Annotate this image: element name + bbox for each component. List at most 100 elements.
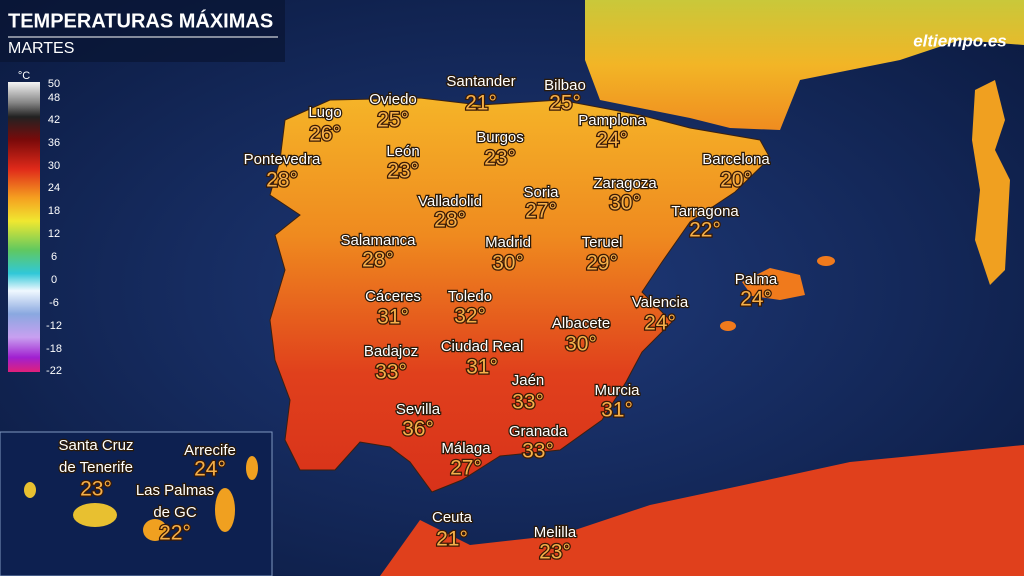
city-temp: 28° <box>266 169 298 192</box>
city-temp: 36° <box>402 418 434 441</box>
city-name: Jaén <box>512 372 545 389</box>
city-name: Toledo <box>448 288 492 305</box>
city-name: Arrecife <box>184 442 236 459</box>
city-temp: 25° <box>549 92 581 115</box>
city-name: Ceuta <box>432 509 473 526</box>
city-temp: 25° <box>377 109 409 132</box>
city-name: de Tenerife <box>59 459 133 476</box>
city-name: Barcelona <box>702 151 770 168</box>
fuerteventura <box>215 488 235 532</box>
corsica-sardinia <box>972 80 1010 285</box>
city-temp: 30° <box>492 252 524 275</box>
city-name: Cáceres <box>365 288 421 305</box>
legend-unit: °C <box>18 70 30 82</box>
city-temp: 33° <box>512 391 544 414</box>
city-name: Lugo <box>308 104 341 121</box>
city-temp: 31° <box>466 356 498 379</box>
city-name: Teruel <box>582 234 623 251</box>
tenerife <box>73 503 117 527</box>
city-temp: 24° <box>740 288 772 311</box>
legend-tick-label: 24 <box>48 182 60 194</box>
city-temp: 31° <box>377 306 409 329</box>
city-name: Burgos <box>476 129 524 146</box>
city-name: Valladolid <box>418 193 482 210</box>
city-temp: 30° <box>565 333 597 356</box>
city-name: Salamanca <box>340 232 416 249</box>
city-temp: 27° <box>525 200 557 223</box>
legend-tick-label: -22 <box>46 365 62 377</box>
menorca <box>817 256 835 266</box>
city-name: Málaga <box>441 440 491 457</box>
city-temp: 23° <box>387 160 419 183</box>
iberia <box>269 97 771 493</box>
legend-tick-label: 36 <box>48 137 60 149</box>
city-name: Tarragona <box>671 203 739 220</box>
legend-tick-label: -18 <box>46 343 62 355</box>
city-temp: 22° <box>689 219 721 242</box>
title: TEMPERATURAS MÁXIMAS <box>8 9 273 32</box>
legend-tick-label: 12 <box>48 228 60 240</box>
city-temp: 23° <box>484 147 516 170</box>
city-name: Sevilla <box>396 401 441 418</box>
city-name: Santander <box>446 73 515 90</box>
city-temp: 28° <box>434 209 466 232</box>
city-temp: 20° <box>720 169 752 192</box>
legend-tick-label: -12 <box>46 320 62 332</box>
city-name: de GC <box>153 504 197 521</box>
gran-canaria <box>143 519 167 541</box>
city-temp: 21° <box>436 528 468 551</box>
city-name: Badajoz <box>364 343 418 360</box>
logo: eltiempo.es <box>913 31 1007 50</box>
city-temp: 26° <box>309 123 341 146</box>
city-name: Pontevedra <box>244 151 321 168</box>
city-temp: 27° <box>450 457 482 480</box>
city-name: Murcia <box>594 382 640 399</box>
city-temp: 24° <box>194 458 226 481</box>
city-name: Zaragoza <box>593 175 657 192</box>
legend-tick-label: 48 <box>48 92 60 104</box>
city-name: Ciudad Real <box>441 338 524 355</box>
city-temp: 29° <box>586 252 618 275</box>
city-temp: 24° <box>596 129 628 152</box>
city-temp: 24° <box>644 312 676 335</box>
city-temp: 33° <box>375 361 407 384</box>
legend-tick-label: 30 <box>48 160 60 172</box>
color-scale <box>8 82 40 372</box>
africa <box>380 445 1024 576</box>
city-temp: 30° <box>609 192 641 215</box>
mallorca <box>742 268 805 300</box>
city-temp: 22° <box>159 522 191 545</box>
city-temp: 28° <box>362 249 394 272</box>
city-name: León <box>386 143 419 160</box>
city-temp: 31° <box>601 399 633 422</box>
city-name: Oviedo <box>369 91 417 108</box>
legend-tick-label: -6 <box>49 297 59 309</box>
legend-tick-label: 50 <box>48 78 60 90</box>
ibiza <box>720 321 736 331</box>
city-temp: 23° <box>80 478 112 501</box>
city-name: Albacete <box>552 315 610 332</box>
legend-tick-label: 42 <box>48 114 60 126</box>
subtitle: MARTES <box>8 40 74 57</box>
city-name: Santa Cruz <box>58 437 133 454</box>
city-name: Bilbao <box>544 77 586 94</box>
la-palma <box>24 482 36 498</box>
france <box>585 0 1024 130</box>
lanzarote <box>246 456 258 480</box>
city-name: Soria <box>523 184 559 201</box>
city-temp: 32° <box>454 305 486 328</box>
legend-tick-label: 0 <box>51 274 57 286</box>
city-name: Palma <box>735 271 778 288</box>
title-panel <box>0 0 285 62</box>
city-temp: 33° <box>522 440 554 463</box>
city-name: Granada <box>509 423 568 440</box>
city-temp: 23° <box>539 541 571 564</box>
city-name: Madrid <box>485 234 531 251</box>
city-name: Melilla <box>534 524 577 541</box>
legend-tick-label: 18 <box>48 205 60 217</box>
legend-tick-label: 6 <box>51 251 57 263</box>
city-name: Pamplona <box>578 112 646 129</box>
city-name: Las Palmas <box>136 482 214 499</box>
city-name: Valencia <box>632 294 689 311</box>
